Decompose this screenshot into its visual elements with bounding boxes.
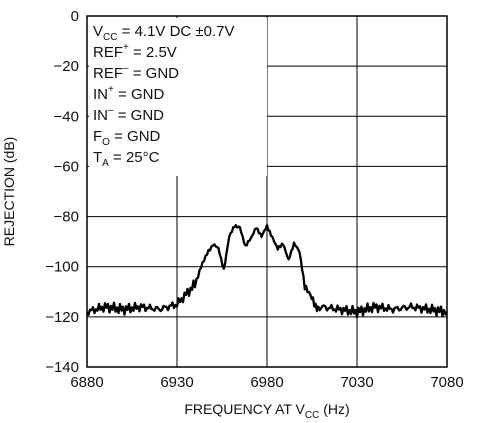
x-tick-label: 6930 — [160, 374, 193, 391]
y-tick-label: −40 — [54, 108, 79, 125]
x-tick-label: 7080 — [430, 374, 463, 391]
x-tick-label: 7030 — [340, 374, 373, 391]
y-tick-label: −140 — [45, 359, 79, 376]
x-axis-label-subscript: CC — [305, 410, 319, 421]
y-tick-label: −20 — [54, 58, 79, 75]
condition-line: IN– = GND — [93, 105, 164, 124]
x-axis-label-unit: (Hz) — [319, 401, 349, 417]
x-axis-label-main: FREQUENCY AT V — [184, 401, 305, 417]
conditions-box-background — [89, 18, 267, 176]
y-tick-labels: 0 −20 −40 −60 −80 −100 −120 −140 — [45, 8, 79, 376]
x-tick-labels: 6880 6930 6980 7030 7080 — [70, 374, 463, 391]
y-tick-label: −80 — [54, 209, 79, 226]
y-tick-label: −60 — [54, 158, 79, 175]
condition-line: VCC = 4.1V DC ±0.7V — [93, 23, 235, 43]
y-tick-label: −100 — [45, 259, 79, 276]
x-tick-label: 6880 — [70, 374, 103, 391]
condition-line: TA = 25°C — [93, 149, 160, 169]
x-axis-label: FREQUENCY AT VCC (Hz) — [184, 401, 349, 421]
condition-line: REF– = GND — [93, 63, 179, 82]
condition-line: REF+ = 2.5V — [93, 42, 177, 61]
condition-line: IN+ = GND — [93, 84, 164, 103]
x-tick-label: 6980 — [250, 374, 283, 391]
y-tick-label: −120 — [45, 309, 79, 326]
y-tick-label: 0 — [71, 8, 79, 25]
rejection-series-line — [85, 223, 448, 319]
condition-line: FO = GND — [93, 128, 161, 148]
y-axis-label: REJECTION (dB) — [1, 137, 17, 247]
